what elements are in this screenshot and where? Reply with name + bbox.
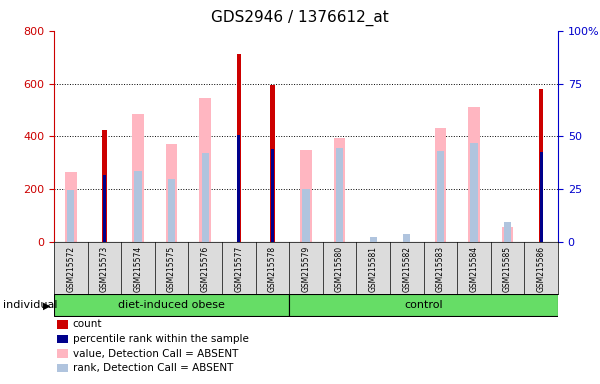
Bar (540, 152, 542, 242)
Bar (468, 107, 480, 242)
Text: individual: individual (3, 300, 58, 310)
Bar (236, 55, 241, 242)
Bar (65, 172, 77, 242)
Bar (202, 154, 209, 242)
Text: GSM215574: GSM215574 (133, 246, 143, 292)
Text: GDS2946 / 1376612_at: GDS2946 / 1376612_at (211, 10, 389, 26)
Bar (437, 151, 444, 242)
Bar (539, 89, 544, 242)
Bar (270, 85, 275, 242)
Bar (134, 170, 142, 242)
Bar (67, 190, 74, 242)
Bar (470, 143, 478, 242)
Bar (166, 144, 178, 242)
Text: control: control (404, 300, 443, 310)
Text: GSM215579: GSM215579 (302, 246, 311, 292)
Bar (502, 227, 514, 242)
Bar (403, 234, 410, 242)
FancyBboxPatch shape (54, 294, 289, 316)
Bar (102, 130, 107, 242)
Bar (336, 148, 343, 242)
Text: rank, Detection Call = ABSENT: rank, Detection Call = ABSENT (73, 363, 233, 373)
Text: percentile rank within the sample: percentile rank within the sample (73, 334, 248, 344)
Text: GSM215586: GSM215586 (537, 246, 546, 292)
Text: ▶: ▶ (43, 300, 50, 310)
Text: count: count (73, 319, 102, 329)
Text: GSM215573: GSM215573 (100, 246, 109, 292)
Text: GSM215581: GSM215581 (369, 246, 378, 292)
Bar (168, 179, 175, 242)
Text: GSM215584: GSM215584 (470, 246, 479, 292)
FancyBboxPatch shape (289, 294, 558, 316)
Bar (132, 114, 144, 242)
Bar (504, 222, 511, 242)
Text: value, Detection Call = ABSENT: value, Detection Call = ABSENT (73, 349, 238, 359)
Bar (370, 237, 377, 242)
Text: GSM215576: GSM215576 (200, 246, 210, 292)
Text: GSM215583: GSM215583 (436, 246, 445, 292)
Text: diet-induced obese: diet-induced obese (118, 300, 225, 310)
Text: GSM215585: GSM215585 (503, 246, 512, 292)
Text: GSM215582: GSM215582 (403, 246, 412, 292)
Bar (300, 149, 312, 242)
Bar (103, 175, 106, 242)
Text: GSM215578: GSM215578 (268, 246, 277, 292)
Bar (199, 98, 211, 242)
Bar (434, 128, 446, 242)
Bar (238, 135, 240, 242)
Bar (334, 137, 346, 242)
Bar (302, 189, 310, 242)
Text: GSM215580: GSM215580 (335, 246, 344, 292)
Text: GSM215572: GSM215572 (66, 246, 76, 292)
Text: GSM215575: GSM215575 (167, 246, 176, 292)
Text: GSM215577: GSM215577 (235, 246, 244, 292)
Bar (271, 149, 274, 242)
